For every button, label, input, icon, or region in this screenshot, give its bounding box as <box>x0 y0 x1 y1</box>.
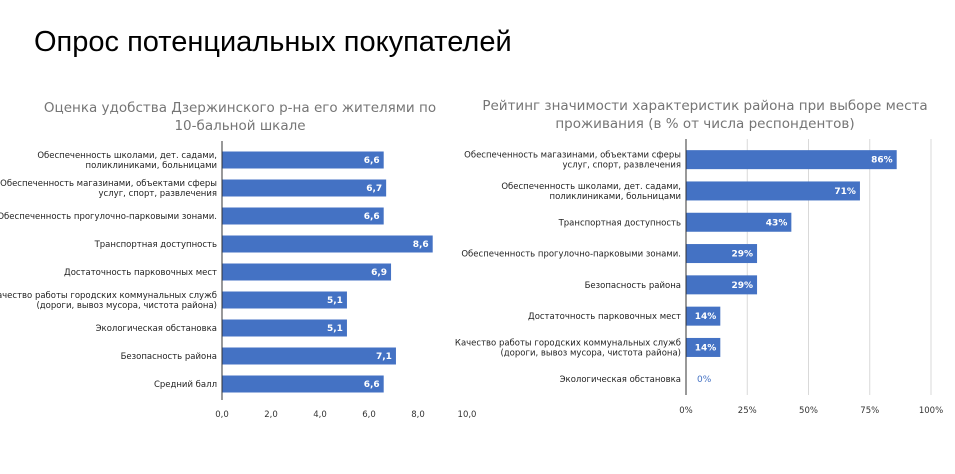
x-tick-label: 0,0 <box>215 410 229 420</box>
category-label: поликлиниками, больницами <box>86 161 217 171</box>
category-label: Качество работы городских коммунальных с… <box>455 338 681 348</box>
bar <box>686 212 792 232</box>
category-label: Обеспеченность магазинами, объектами сфе… <box>464 151 681 161</box>
category-label: Безопасность района <box>121 352 217 362</box>
bar <box>222 375 384 393</box>
data-label: 29% <box>732 250 754 260</box>
bar <box>686 306 721 326</box>
bar <box>686 150 897 170</box>
category-label: поликлиниками, больницами <box>550 192 681 202</box>
bar <box>222 319 347 337</box>
data-label: 14% <box>695 312 717 322</box>
x-tick-label: 0% <box>679 406 693 416</box>
category-label: Транспортная доступность <box>94 240 217 250</box>
data-label: 6,6 <box>364 212 380 222</box>
category-label: Транспортная доступность <box>558 218 681 228</box>
bar <box>222 151 384 169</box>
bar <box>222 291 347 309</box>
x-tick-label: 6,0 <box>362 410 376 420</box>
data-label: 8,6 <box>413 240 429 250</box>
x-tick-label: 100% <box>919 406 943 416</box>
bar <box>222 207 384 225</box>
data-label: 86% <box>871 156 893 166</box>
category-label: Обеспеченность школами, дет. садами, <box>501 182 681 192</box>
chart-title-right: Рейтинг значимости характеристик района … <box>482 98 928 132</box>
bar <box>686 337 721 357</box>
bar <box>222 179 387 197</box>
data-label: 14% <box>695 343 717 353</box>
data-label: 6,6 <box>364 156 380 166</box>
category-label: Обеспеченность магазинами, объектами сфе… <box>0 179 217 189</box>
data-label: 7,1 <box>376 352 392 362</box>
category-label: Качество работы городских коммунальных с… <box>0 291 217 301</box>
bar <box>222 263 392 281</box>
x-tick-label: 4,0 <box>313 410 327 420</box>
category-label: Безопасность района <box>585 281 681 291</box>
x-tick-label: 75% <box>860 406 879 416</box>
x-tick-label: 8,0 <box>411 410 425 420</box>
x-tick-label: 50% <box>799 406 818 416</box>
bar <box>686 275 758 295</box>
category-label: Достаточность парковочных мест <box>528 312 681 322</box>
data-label: 6,9 <box>371 268 387 278</box>
chart-title-left: Оценка удобства Дзержинского р-на его жи… <box>43 100 437 134</box>
x-tick-label: 25% <box>738 406 757 416</box>
data-label: 6,6 <box>364 380 380 390</box>
x-tick-label: 10,0 <box>458 410 477 420</box>
data-label: 5,1 <box>327 324 343 334</box>
category-label: Достаточность парковочных мест <box>64 268 217 278</box>
x-tick-label: 2,0 <box>264 410 278 420</box>
data-label: 71% <box>834 187 856 197</box>
page-title: Опрос потенциальных покупателей <box>34 26 512 58</box>
category-label: (дороги, вывоз мусора, чистота района) <box>500 348 681 358</box>
category-label: (дороги, вывоз мусора, чистота района) <box>36 301 217 311</box>
category-label: Экологическая обстановка <box>560 375 681 385</box>
data-label: 29% <box>732 281 754 291</box>
bar <box>222 235 433 253</box>
bar <box>686 181 860 201</box>
category-label: Обеспеченность школами, дет. садами, <box>37 151 217 161</box>
category-label: услуг, спорт, развлечения <box>99 189 217 199</box>
bar <box>222 347 396 365</box>
data-label: 5,1 <box>327 296 343 306</box>
bar <box>686 244 758 264</box>
category-label: Обеспеченность прогулочно-парковыми зона… <box>0 212 217 222</box>
category-label: Экологическая обстановка <box>96 324 217 334</box>
data-label: 0% <box>697 375 712 385</box>
category-label: услуг, спорт, развлечения <box>563 161 681 171</box>
category-label: Обеспеченность прогулочно-парковыми зона… <box>461 250 681 260</box>
data-label: 6,7 <box>366 184 382 194</box>
data-label: 43% <box>766 218 788 228</box>
category-label: Средний балл <box>154 380 217 390</box>
